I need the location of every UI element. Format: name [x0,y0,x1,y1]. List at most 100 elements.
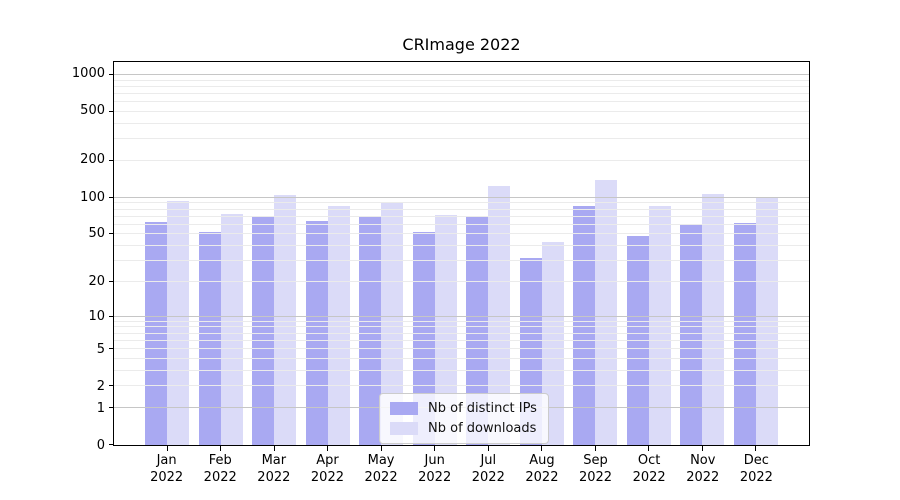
bar-distinct-ips-feb [198,232,221,445]
bar-downloads-jul [488,186,511,445]
x-tick-mark-sep [594,446,596,451]
gridline-6 [114,339,809,341]
bar-downloads-sep [595,179,618,445]
gridline-800 [114,85,809,87]
x-tick-label-jun: Jun 2022 [418,453,452,485]
x-tick-label-apr: Apr 2022 [310,453,344,485]
x-tick-label-sep: Sep 2022 [578,453,613,485]
y-tick-label-200: 200 [80,152,105,168]
x-tick-label-oct: Oct 2022 [632,453,666,485]
y-tick-label-100: 100 [80,189,105,205]
bar-downloads-jun [434,214,457,445]
x-tick-mark-jan [166,446,168,451]
x-tick-mark-jul [487,446,489,451]
gridline-100 [114,196,809,198]
y-tick-label-5: 5 [96,341,105,357]
bar-distinct-ips-mar [252,217,275,445]
x-tick-mark-nov [701,446,703,451]
gridline-1000 [114,74,809,75]
x-tick-label-may: May 2022 [364,453,398,485]
legend-row-downloads: Nb of downloads [390,421,537,436]
y-tick-mark-500 [109,111,114,113]
gridline-9 [114,320,809,322]
legend-label-distinct-ips: Nb of distinct IPs [428,401,537,416]
plot-area: Nb of distinct IPs Nb of downloads [109,61,810,451]
bar-downloads-jan [167,201,190,445]
gridline-500 [114,111,809,113]
bar-distinct-ips-dec [733,223,756,445]
x-tick-label-mar: Mar 2022 [257,453,291,485]
bar-downloads-dec [755,198,778,445]
y-axis-labels: 0 1 2 5 10 20 50 100 200 500 1000 [0,61,105,453]
gridline-20 [114,280,809,282]
y-tick-mark-0 [109,444,114,445]
y-tick-label-0: 0 [96,438,105,453]
x-tick-label-jan: Jan 2022 [150,453,184,485]
y-tick-mark-100 [109,196,114,198]
x-tick-mark-dec [755,446,757,451]
gridline-30 [114,260,809,262]
bar-distinct-ips-nov [680,223,703,445]
y-tick-label-2: 2 [96,378,105,394]
gridline-900 [114,79,809,81]
gridline-200 [114,159,809,161]
y-tick-label-10: 10 [88,308,105,324]
x-tick-label-jul: Jul 2022 [471,453,505,485]
y-tick-mark-1 [109,406,114,408]
gridline-70 [114,215,809,217]
legend-swatch-downloads [390,422,418,435]
bar-downloads-feb [220,213,243,445]
gridline-5 [114,348,809,350]
x-tick-label-feb: Feb 2022 [203,453,237,485]
gridline-90 [114,202,809,204]
x-tick-mark-oct [648,446,650,451]
x-axis-labels: Jan 2022 Feb 2022 Mar 2022 Apr 2022 May 2022… [113,452,810,492]
gridline-600 [114,101,809,103]
x-tick-mark-may [380,446,382,451]
gridline-60 [114,223,809,225]
legend: Nb of distinct IPs Nb of downloads [379,393,549,444]
gridline-40 [114,245,809,247]
legend-swatch-distinct-ips [390,402,418,415]
legend-row-distinct-ips: Nb of distinct IPs [390,401,537,416]
y-tick-mark-50 [109,233,114,235]
y-tick-label-500: 500 [80,103,105,119]
y-tick-mark-20 [109,280,114,282]
gridline-300 [114,138,809,140]
y-tick-label-50: 50 [88,226,105,242]
gridline-2 [114,385,809,387]
bar-downloads-may [381,203,404,445]
legend-label-downloads: Nb of downloads [428,421,537,436]
x-tick-mark-mar [273,446,275,451]
gridline-700 [114,93,809,95]
bar-downloads-nov [702,194,725,445]
y-tick-label-1: 1 [96,400,105,416]
gridline-7 [114,332,809,334]
bar-distinct-ips-may [359,216,382,445]
bar-distinct-ips-jan [145,222,168,445]
x-tick-label-dec: Dec 2022 [739,453,773,485]
gridline-10 [114,315,809,317]
gridline-8 [114,326,809,328]
chart-title: CRImage 2022 [402,35,521,54]
y-tick-label-1000: 1000 [71,66,105,82]
gridline-50 [114,233,809,235]
x-tick-label-aug: Aug 2022 [525,453,559,485]
y-tick-mark-10 [109,315,114,317]
y-tick-mark-2 [109,385,114,387]
x-tick-label-nov: Nov 2022 [686,453,720,485]
gridline-4 [114,357,809,359]
x-tick-mark-feb [220,446,222,451]
gridline-80 [114,208,809,210]
y-tick-label-20: 20 [88,274,105,290]
bar-distinct-ips-jun [412,232,435,445]
y-tick-mark-1000 [109,73,114,75]
gridline-3 [114,369,809,371]
gridline-400 [114,123,809,124]
y-tick-mark-200 [109,159,114,161]
x-tick-mark-apr [327,446,329,451]
x-tick-mark-jun [434,446,436,451]
x-tick-mark-aug [541,446,543,451]
bar-downloads-mar [274,195,297,445]
